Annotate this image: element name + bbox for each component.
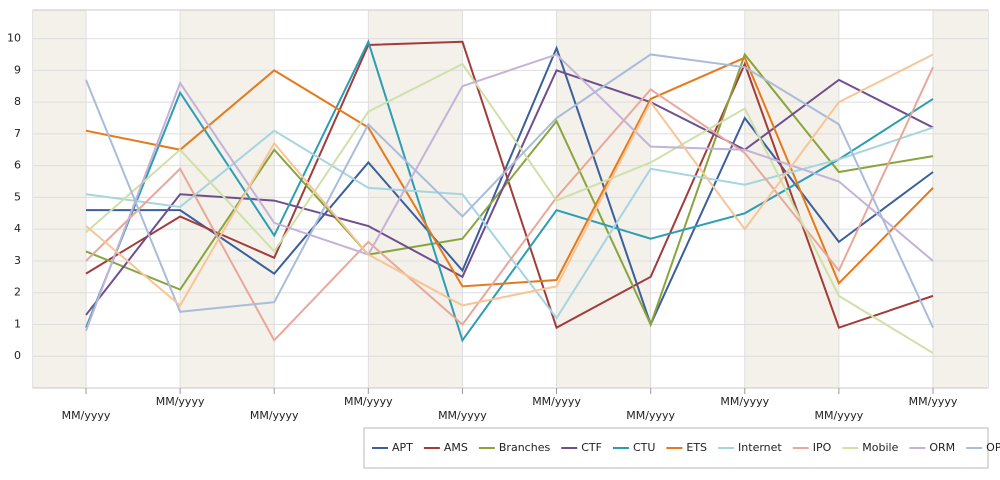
band [744,10,839,388]
legend-label: ORM [929,441,955,454]
series-line [85,62,934,354]
legend-label: CTU [633,441,655,454]
band [33,10,86,388]
legend-label: IPO [813,441,832,454]
y-tick-label: 3 [14,254,21,267]
series-line [85,52,934,328]
series-line [85,39,934,343]
y-tick-label: 0 [14,349,21,362]
legend-label: Branches [499,441,551,454]
series-line [85,53,934,307]
x-tick-label: MM/yyyy [344,395,393,408]
y-tick-label: 4 [14,222,21,235]
x-tick-label: MM/yyyy [720,395,769,408]
series-line [86,45,934,328]
legend-label: OPR [986,441,1000,454]
x-tick-label: MM/yyyy [62,409,111,422]
y-tick-label: 10 [7,32,21,45]
x-tick-label: MM/yyyy [909,395,958,408]
legend-label: APT [392,441,413,454]
x-tick-label: MM/yyyy [156,395,205,408]
y-tick-label: 8 [14,95,21,108]
legend-label: ETS [686,441,707,454]
legend-label: CTF [581,441,602,454]
band [368,10,463,388]
y-tick-label: 5 [14,190,21,203]
band [933,10,988,388]
x-tick-label: MM/yyyy [250,409,299,422]
y-tick-label: 9 [14,63,21,76]
x-tick-label: MM/yyyy [438,409,487,422]
x-tick-label: MM/yyyy [532,395,581,408]
legend-label: Mobile [862,441,898,454]
y-tick-label: 2 [14,286,21,299]
series-line [85,40,934,330]
series-line [85,66,934,343]
series-line [85,53,934,329]
series-line [85,69,934,316]
y-tick-label: 6 [14,159,21,172]
y-tick-label: 7 [14,127,21,140]
legend-label: Internet [738,441,782,454]
series-line [85,126,934,320]
x-tick-label: MM/yyyy [626,409,675,422]
series-line [85,56,934,288]
legend-label: AMS [444,441,468,454]
x-tick-label: MM/yyyy [815,409,864,422]
y-tick-label: 1 [14,317,21,330]
